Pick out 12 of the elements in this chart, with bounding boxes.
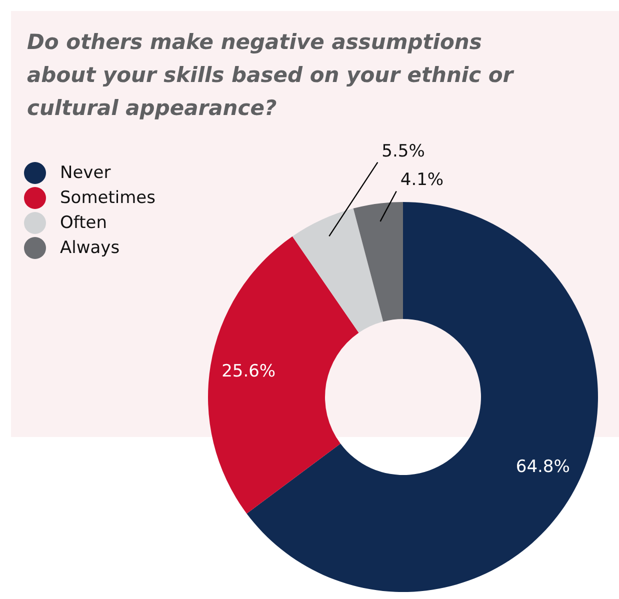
data-label: 64.8% xyxy=(516,457,570,478)
data-label: 5.5% xyxy=(382,141,425,162)
legend-label: Always xyxy=(60,238,120,258)
donut-slice xyxy=(353,202,403,322)
data-label: 4.1% xyxy=(400,170,444,190)
chart-title: Do others make negative assumptions about your skills based on your ethnic or cultural appearance? xyxy=(27,30,515,120)
legend-label: Sometimes xyxy=(60,188,156,208)
legend-label: Never xyxy=(60,163,111,183)
legend-label: Often xyxy=(60,213,107,233)
data-label: 25.6% xyxy=(222,362,276,382)
donut-slice xyxy=(208,236,359,514)
donut-slice xyxy=(292,208,384,333)
